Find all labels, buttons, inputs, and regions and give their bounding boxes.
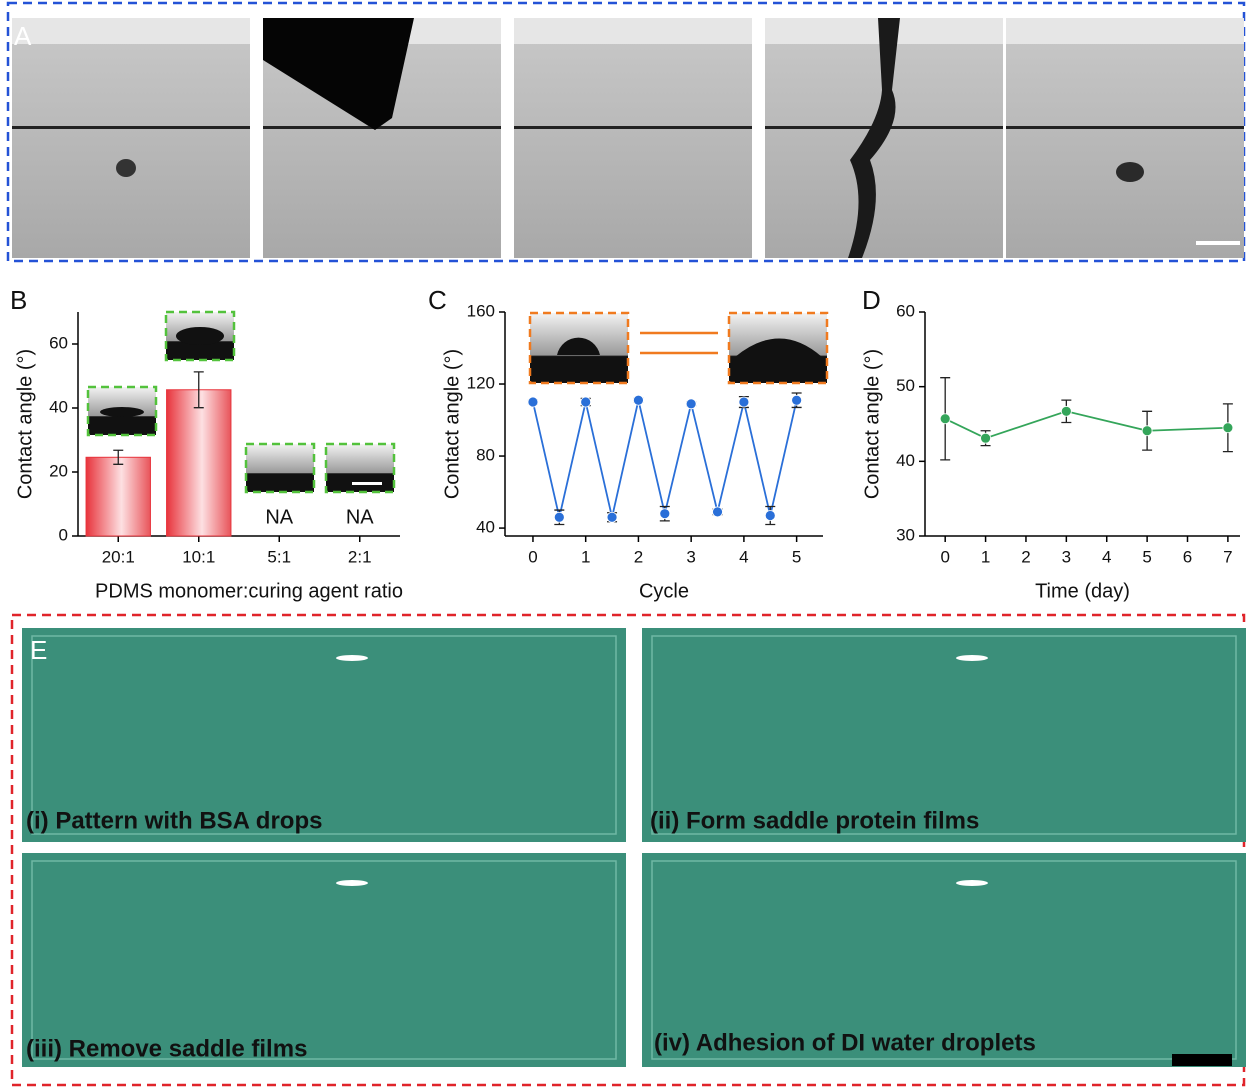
y-tick-label: 0 bbox=[59, 525, 68, 544]
y-axis-title: Contact angle (°) bbox=[14, 349, 36, 499]
x-tick-label: 3 bbox=[1062, 547, 1071, 566]
x-tick-label: 0 bbox=[940, 547, 949, 566]
y-tick-label: 40 bbox=[476, 518, 495, 537]
caption: (iii) Remove saddle films bbox=[26, 1035, 307, 1062]
x-tick-label: 1 bbox=[981, 547, 990, 566]
marker bbox=[765, 510, 775, 520]
panel-label: B bbox=[10, 285, 27, 315]
marker bbox=[686, 399, 696, 409]
line bbox=[533, 400, 797, 517]
x-tick-label: 5 bbox=[792, 547, 801, 566]
panel-e: E (i) Pattern with BSA drops (ii) Form s… bbox=[12, 615, 1246, 1085]
x-tick-label: 20:1 bbox=[102, 547, 135, 566]
x-axis-title: Cycle bbox=[639, 580, 689, 602]
x-tick-label: 5:1 bbox=[267, 547, 291, 566]
y-tick-label: 20 bbox=[49, 461, 68, 480]
bar bbox=[86, 457, 150, 536]
marker bbox=[1061, 406, 1071, 416]
y-tick-label: 30 bbox=[896, 525, 915, 544]
marker bbox=[713, 507, 723, 517]
caption: (i) Pattern with BSA drops bbox=[26, 807, 322, 834]
panel-label: E bbox=[30, 635, 47, 665]
marker bbox=[607, 512, 617, 522]
marker bbox=[940, 414, 950, 424]
marker bbox=[981, 433, 991, 443]
caption: (ii) Form saddle protein films bbox=[650, 807, 979, 834]
y-axis-title: Contact angle (°) bbox=[441, 349, 463, 499]
marker bbox=[1223, 423, 1233, 433]
x-axis-title: PDMS monomer:curing agent ratio bbox=[95, 580, 403, 602]
x-tick-label: 2 bbox=[1021, 547, 1030, 566]
value-label: NA bbox=[265, 506, 293, 528]
y-tick-label: 80 bbox=[476, 446, 495, 465]
x-tick-label: 2 bbox=[634, 547, 643, 566]
marker bbox=[528, 397, 538, 407]
marker bbox=[554, 512, 564, 522]
y-tick-label: 160 bbox=[467, 301, 495, 320]
y-tick-label: 50 bbox=[896, 376, 915, 395]
caption: (iv) Adhesion of DI water droplets bbox=[654, 1029, 1036, 1056]
y-tick-label: 40 bbox=[49, 397, 68, 416]
value-label: NA bbox=[346, 506, 374, 528]
y-tick-label: 60 bbox=[49, 333, 68, 352]
panel-label: C bbox=[428, 285, 447, 315]
y-tick-label: 120 bbox=[467, 374, 495, 393]
panel-label: D bbox=[862, 285, 881, 315]
y-tick-label: 60 bbox=[896, 301, 915, 320]
marker bbox=[581, 397, 591, 407]
panel-a: A bbox=[8, 3, 1244, 261]
x-tick-label: 4 bbox=[1102, 547, 1111, 566]
marker bbox=[792, 395, 802, 405]
marker bbox=[660, 509, 670, 519]
x-tick-label: 7 bbox=[1223, 547, 1232, 566]
marker bbox=[633, 395, 643, 405]
marker bbox=[739, 397, 749, 407]
x-tick-label: 4 bbox=[739, 547, 748, 566]
x-axis-title: Time (day) bbox=[1035, 580, 1130, 602]
x-tick-label: 3 bbox=[686, 547, 695, 566]
x-tick-label: 0 bbox=[528, 547, 537, 566]
panel-label: A bbox=[14, 21, 32, 51]
x-tick-label: 2:1 bbox=[348, 547, 372, 566]
y-tick-label: 40 bbox=[896, 451, 915, 470]
x-tick-label: 10:1 bbox=[182, 547, 215, 566]
marker bbox=[1142, 426, 1152, 436]
x-tick-label: 6 bbox=[1183, 547, 1192, 566]
figure: A E (i) Pattern with BSA drops (ii) Form… bbox=[0, 0, 1247, 1088]
x-tick-label: 1 bbox=[581, 547, 590, 566]
x-tick-label: 5 bbox=[1142, 547, 1151, 566]
bar bbox=[167, 390, 231, 536]
y-axis-title: Contact angle (°) bbox=[861, 349, 883, 499]
insets-c bbox=[530, 313, 827, 383]
